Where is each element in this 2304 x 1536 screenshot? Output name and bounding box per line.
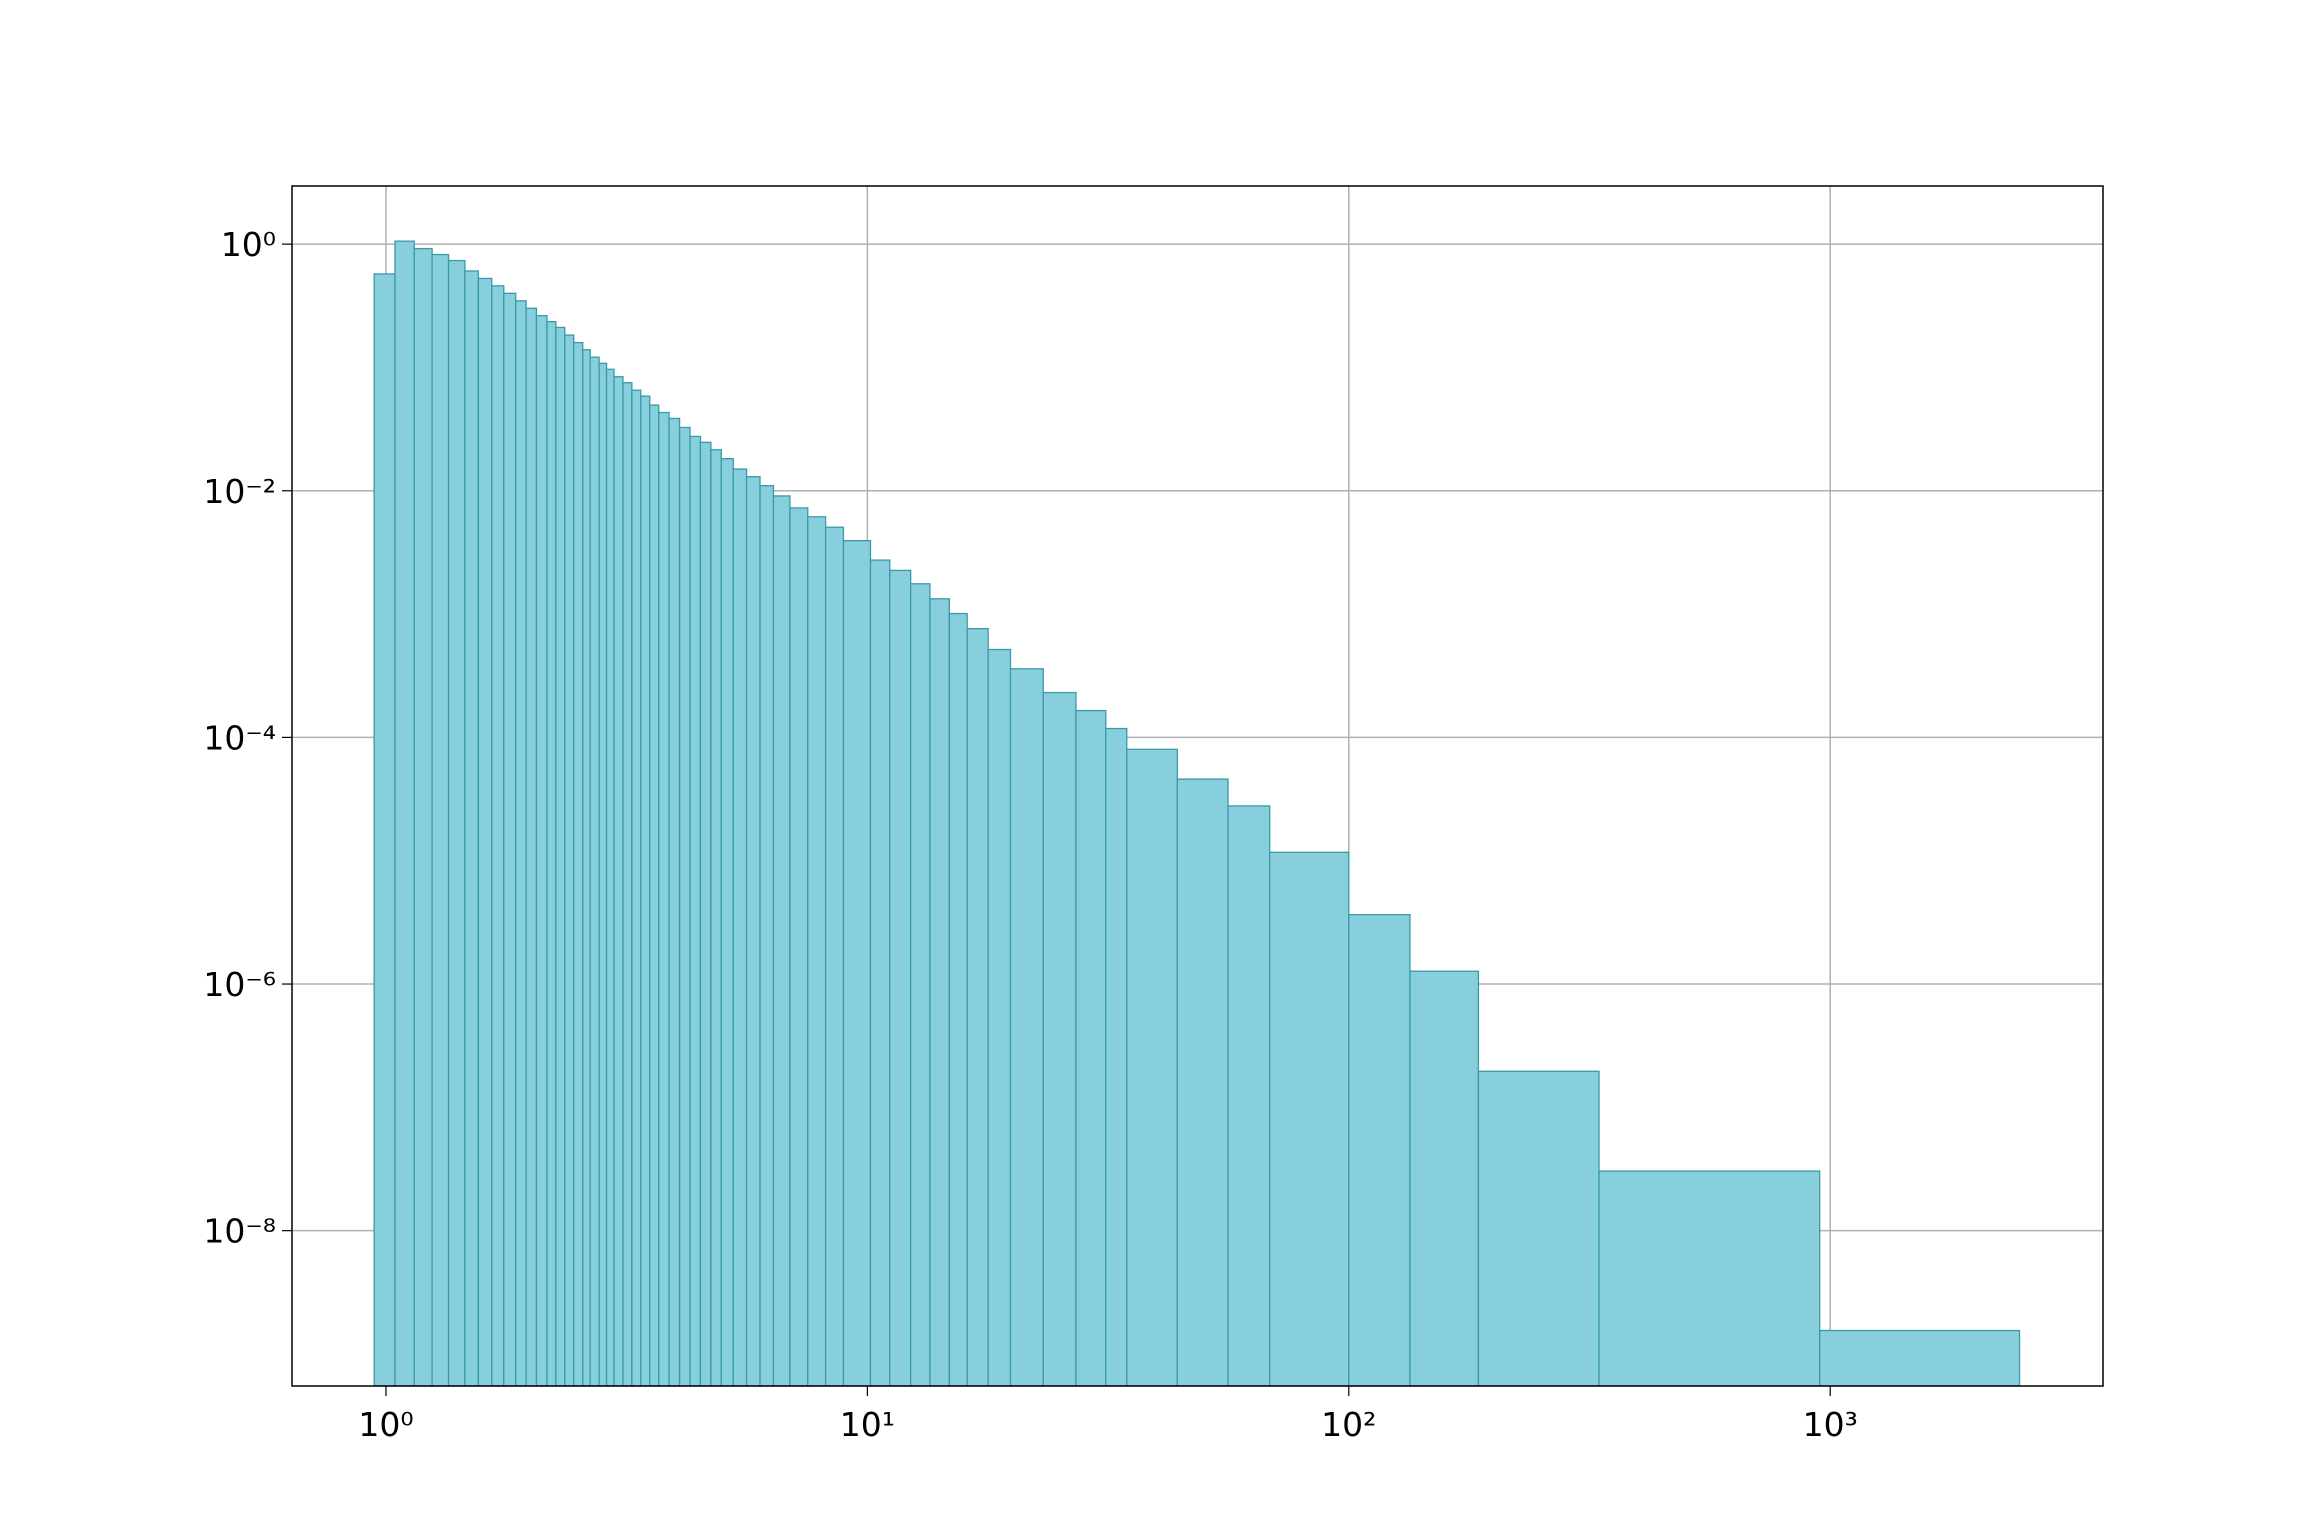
bar — [824, 526, 845, 1387]
bar — [564, 334, 575, 1387]
bar — [678, 426, 691, 1387]
bar — [503, 292, 517, 1387]
y-tick-label: 10⁻² — [203, 472, 276, 511]
y-tick-label: 10⁻⁶ — [203, 965, 276, 1004]
bar — [373, 273, 396, 1387]
bar — [555, 326, 566, 1387]
ticks: 10⁰ 10¹ 10² 10³ 10⁰ 10⁻² 10⁻⁴ 10⁻⁶ 10⁻⁸ — [203, 225, 1857, 1444]
bar — [631, 389, 642, 1387]
bar — [1409, 970, 1480, 1387]
y-tick-label: 10⁻⁸ — [203, 1212, 276, 1251]
bar — [1269, 851, 1350, 1387]
bar — [413, 247, 433, 1387]
bar — [1477, 1070, 1600, 1387]
y-tick-label: 10⁻⁴ — [203, 718, 276, 757]
bar — [613, 376, 624, 1387]
bar — [910, 583, 931, 1387]
bar — [640, 395, 651, 1387]
bar — [464, 270, 480, 1387]
bar — [658, 411, 670, 1387]
bar — [525, 307, 538, 1387]
bar — [598, 362, 608, 1387]
bar — [1348, 914, 1411, 1387]
bar — [689, 435, 702, 1387]
bar — [732, 468, 748, 1387]
bar — [1598, 1170, 1821, 1387]
bar — [622, 382, 633, 1387]
bar — [842, 539, 872, 1387]
bar — [889, 569, 912, 1387]
x-tick-label: 10³ — [1803, 1405, 1858, 1444]
bar — [720, 458, 734, 1387]
bar — [1819, 1329, 2021, 1387]
bar — [582, 349, 591, 1387]
bar — [699, 441, 712, 1387]
bar — [649, 404, 660, 1387]
bar — [929, 598, 950, 1387]
bar — [1075, 709, 1107, 1387]
bar — [447, 259, 466, 1387]
bar — [573, 341, 584, 1387]
bar — [515, 300, 527, 1387]
bar — [668, 417, 681, 1387]
bar — [869, 559, 891, 1387]
bar — [394, 240, 415, 1387]
bar — [772, 495, 791, 1387]
y-tick-label: 10⁰ — [221, 225, 276, 264]
bar — [759, 485, 775, 1387]
bar — [948, 612, 968, 1387]
bar — [1176, 778, 1229, 1387]
x-tick-label: 10⁰ — [358, 1405, 413, 1444]
bar — [807, 516, 827, 1387]
x-tick-label: 10¹ — [840, 1405, 895, 1444]
bar — [966, 627, 989, 1387]
bar — [1042, 691, 1077, 1387]
bar — [1227, 805, 1271, 1387]
bar — [710, 449, 722, 1387]
bar — [1009, 668, 1044, 1387]
bar — [431, 253, 450, 1387]
bars — [373, 240, 2021, 1387]
plot-frame — [291, 185, 2104, 1387]
x-tick-label: 10² — [1321, 1405, 1376, 1444]
bar — [491, 285, 505, 1387]
bar — [987, 648, 1012, 1387]
bar — [1126, 748, 1179, 1387]
bar — [605, 368, 615, 1387]
bar — [1105, 727, 1128, 1387]
bar — [477, 277, 493, 1387]
bar — [535, 314, 548, 1387]
bar — [546, 321, 557, 1387]
bar — [789, 507, 809, 1387]
bar — [589, 356, 600, 1387]
bar — [745, 476, 761, 1387]
